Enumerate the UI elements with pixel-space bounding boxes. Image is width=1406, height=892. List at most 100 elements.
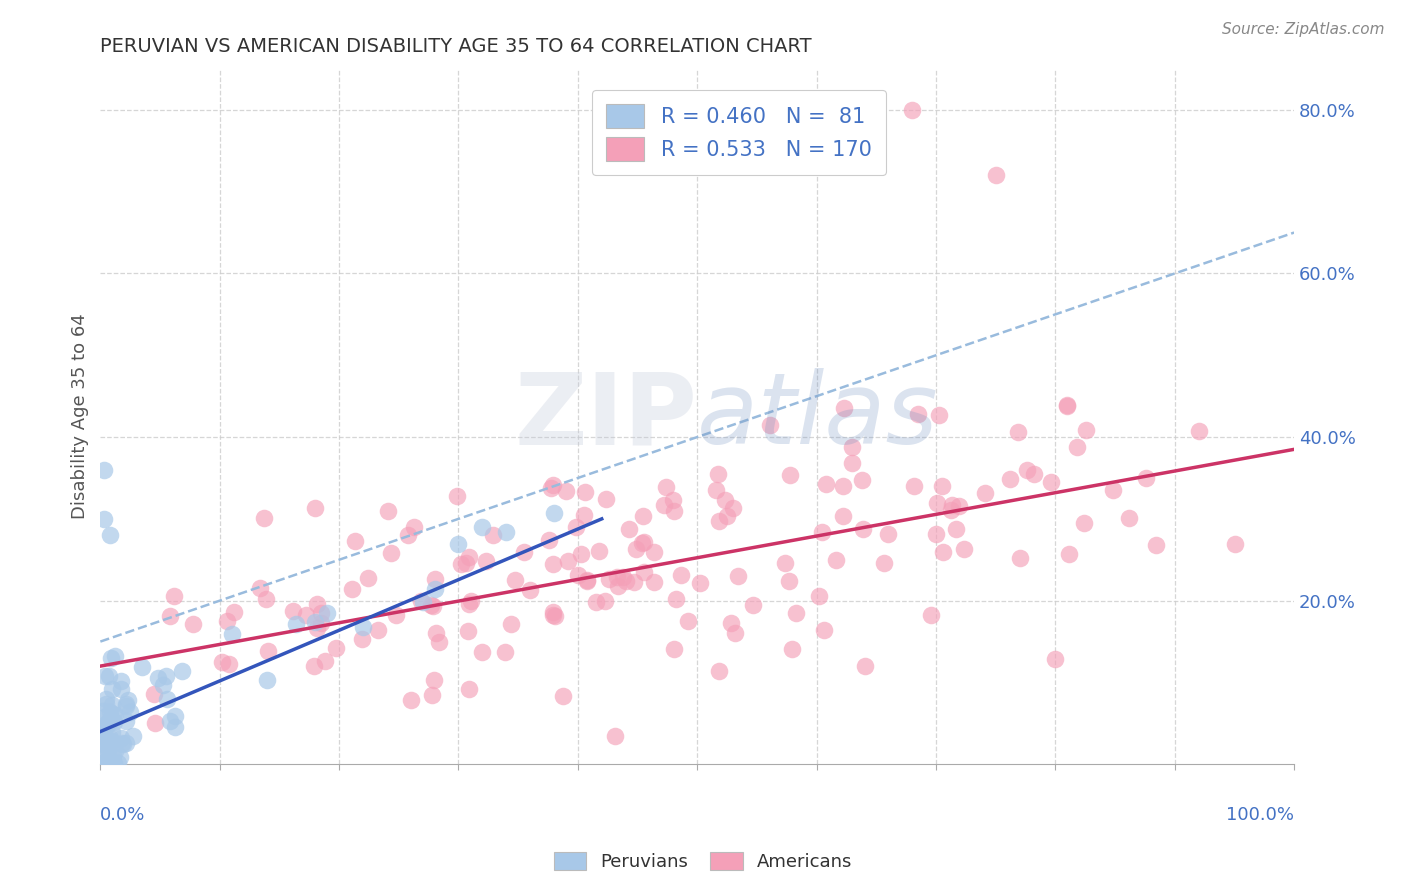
Point <box>343 533 366 548</box>
Point <box>94 754 117 768</box>
Point <box>427 635 450 649</box>
Point <box>1135 471 1157 485</box>
Point <box>385 607 408 622</box>
Text: atlas: atlas <box>697 368 939 465</box>
Point <box>307 597 329 611</box>
Point <box>103 707 125 722</box>
Point <box>131 659 153 673</box>
Point <box>471 645 494 659</box>
Point <box>249 582 271 596</box>
Point <box>100 711 122 725</box>
Point <box>1223 537 1246 551</box>
Point <box>100 756 122 771</box>
Point <box>575 574 598 588</box>
Point <box>614 574 637 588</box>
Text: 0.0%: 0.0% <box>100 806 146 824</box>
Point <box>931 479 953 493</box>
Point <box>557 554 579 568</box>
Point <box>1057 547 1080 561</box>
Point <box>103 714 125 729</box>
Point <box>813 624 835 638</box>
Point <box>367 624 389 638</box>
Point <box>457 624 479 638</box>
Point <box>111 737 134 751</box>
Point <box>925 496 948 510</box>
Point <box>475 554 498 568</box>
Point <box>114 714 136 729</box>
Point <box>607 579 630 593</box>
Point <box>101 724 124 739</box>
Point <box>569 547 592 561</box>
Point <box>304 501 326 516</box>
Point <box>101 749 124 764</box>
Point <box>100 650 122 665</box>
Point <box>810 525 832 540</box>
Point <box>780 641 803 656</box>
Point <box>565 520 588 534</box>
Point <box>471 520 494 534</box>
Y-axis label: Disability Age 35 to 64: Disability Age 35 to 64 <box>72 314 89 519</box>
Point <box>928 408 950 422</box>
Point <box>920 607 942 622</box>
Point <box>281 605 304 619</box>
Point <box>924 527 946 541</box>
Point <box>1076 423 1098 437</box>
Point <box>541 557 564 571</box>
Point <box>221 627 243 641</box>
Point <box>254 591 277 606</box>
Point <box>94 731 117 745</box>
Point <box>877 527 900 541</box>
Point <box>598 572 620 586</box>
Point <box>595 492 617 507</box>
Point <box>720 616 742 631</box>
Point <box>256 643 278 657</box>
Point <box>1007 425 1029 440</box>
Point <box>543 506 565 520</box>
Point <box>256 673 278 687</box>
Point <box>832 479 855 493</box>
Point <box>377 504 399 518</box>
Point <box>93 730 115 744</box>
Point <box>446 489 468 503</box>
Point <box>97 756 120 771</box>
Point <box>952 541 974 556</box>
Point <box>1102 483 1125 497</box>
Point <box>252 510 274 524</box>
Point <box>612 570 634 584</box>
Point <box>165 709 187 723</box>
Point <box>93 704 115 718</box>
Point <box>107 756 129 771</box>
Point <box>304 659 326 673</box>
Point <box>305 621 328 635</box>
Point <box>541 477 564 491</box>
Point <box>101 756 124 771</box>
Point <box>96 715 118 730</box>
Point <box>704 483 727 498</box>
Point <box>1040 475 1063 490</box>
Point <box>851 473 873 487</box>
Point <box>402 519 425 533</box>
Point <box>595 594 617 608</box>
Point <box>603 729 626 743</box>
Point <box>519 583 541 598</box>
Point <box>90 723 112 738</box>
Point <box>948 499 970 513</box>
Point <box>454 557 477 571</box>
Point <box>855 659 877 673</box>
Point <box>101 698 124 712</box>
Point <box>1056 398 1078 412</box>
Point <box>396 528 419 542</box>
Point <box>309 615 332 630</box>
Point <box>494 645 516 659</box>
Point <box>93 725 115 739</box>
Point <box>399 693 422 707</box>
Point <box>1118 511 1140 525</box>
Point <box>423 582 446 596</box>
Point <box>773 556 796 570</box>
Point <box>121 729 143 743</box>
Point <box>495 525 517 540</box>
Point <box>165 720 187 734</box>
Point <box>423 572 446 586</box>
Point <box>1073 516 1095 531</box>
Point <box>159 714 181 729</box>
